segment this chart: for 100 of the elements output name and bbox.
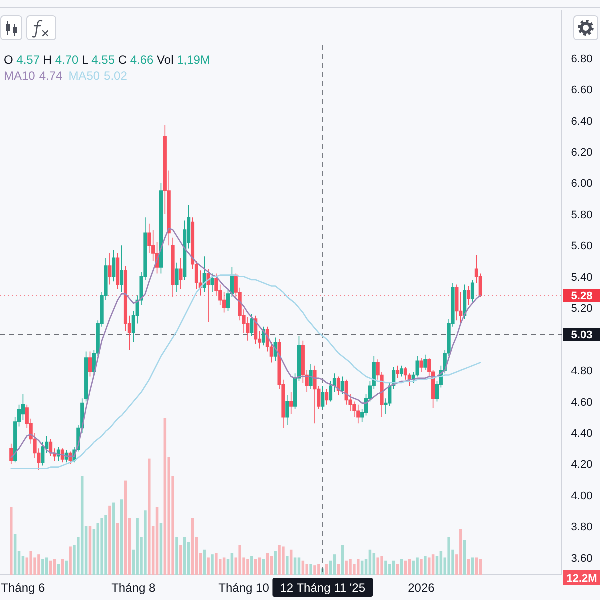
candlestick: [10, 443, 14, 465]
bar: [230, 553, 234, 575]
bar: [61, 559, 64, 575]
bar: [144, 510, 147, 575]
bar: [176, 537, 178, 575]
bar: [250, 556, 254, 575]
bar: [69, 546, 72, 575]
bar: [156, 507, 159, 575]
bar: [160, 523, 163, 575]
bar: [215, 553, 218, 575]
x-tick-label: Tháng 6: [1, 581, 46, 595]
bar: [14, 534, 17, 575]
candlestick: [108, 253, 112, 286]
bar: [432, 554, 435, 575]
bar: [479, 559, 482, 575]
bar: [211, 554, 214, 575]
bar: [392, 560, 396, 575]
y-tick-label: 6.00: [571, 178, 593, 190]
y-tick-label: 5.60: [571, 240, 593, 253]
line-series: [10, 228, 482, 459]
bar: [104, 515, 108, 575]
candlestick: [202, 256, 206, 293]
bar: [314, 566, 316, 575]
bar: [368, 550, 372, 575]
bar: [424, 556, 427, 575]
bar: [270, 556, 274, 575]
bar: [53, 559, 56, 575]
bar: [341, 545, 344, 575]
bar: [112, 502, 116, 575]
candlestick: [294, 373, 298, 410]
candlestick: [313, 365, 317, 424]
y-tick-label: 5.40: [571, 272, 593, 284]
bar: [408, 559, 412, 575]
y-tick-label: 4.60: [571, 396, 593, 409]
bar: [337, 564, 340, 575]
bar: [440, 551, 443, 575]
y-tick-label: 6.80: [571, 53, 593, 66]
bar: [282, 546, 285, 575]
bar: [388, 564, 392, 575]
candlestick: [332, 373, 336, 393]
bar: [100, 518, 104, 575]
y-tick-label: 3.80: [571, 522, 593, 534]
candlestick: [254, 316, 258, 344]
bar: [222, 558, 226, 575]
candlestick: [400, 365, 404, 378]
bar: [45, 558, 48, 575]
bar: [412, 560, 415, 575]
line-series: [10, 274, 482, 470]
bar: [207, 558, 210, 575]
candlestick: [179, 258, 183, 290]
bar: [164, 418, 167, 575]
bar: [298, 558, 301, 575]
candlestick: [470, 280, 475, 302]
candlestick: [210, 273, 214, 293]
bar: [148, 458, 151, 575]
candlestick: [120, 245, 124, 293]
candlestick: [356, 404, 360, 424]
candlestick: [309, 364, 313, 390]
bar: [266, 553, 270, 575]
text: MA10: [4, 69, 36, 83]
bar: [274, 551, 277, 575]
bar: [80, 476, 84, 575]
candlestick: [206, 268, 210, 323]
candlestick: [286, 395, 290, 426]
bar: [57, 564, 60, 575]
candlestick: [297, 336, 302, 382]
bar: [30, 551, 32, 575]
candlestick: [340, 376, 344, 394]
bar: [372, 553, 376, 575]
y-tick-label: 4.40: [571, 428, 593, 440]
y-tick-label: 5.20: [571, 303, 593, 316]
bar: [349, 559, 352, 575]
bar: [290, 550, 293, 575]
annotation: 4.74: [39, 69, 64, 83]
bar: [294, 558, 297, 575]
bar: [180, 545, 182, 575]
candlestick: [116, 253, 120, 290]
bar: [278, 545, 281, 575]
bar: [322, 568, 324, 575]
bar: [65, 560, 68, 575]
bar: [463, 540, 466, 575]
bar: [49, 560, 52, 575]
bar: [471, 558, 474, 575]
y-tick-label: 5.03: [571, 330, 593, 342]
candlestick: [424, 354, 428, 371]
bar: [302, 560, 305, 575]
y-tick-label: 6.40: [571, 116, 593, 128]
bar: [262, 559, 266, 575]
bar: [116, 523, 120, 575]
bar: [396, 564, 400, 575]
bar: [203, 550, 206, 575]
x-tick-label: Tháng 10: [218, 581, 270, 595]
candlestick: [325, 388, 329, 406]
y-tick-label: 6.20: [571, 147, 593, 160]
bar: [10, 507, 13, 575]
x-tick-label: 2026: [408, 581, 436, 595]
bar: [384, 560, 388, 575]
candlestick: [396, 365, 400, 379]
bar: [376, 558, 380, 575]
bar: [420, 559, 423, 575]
